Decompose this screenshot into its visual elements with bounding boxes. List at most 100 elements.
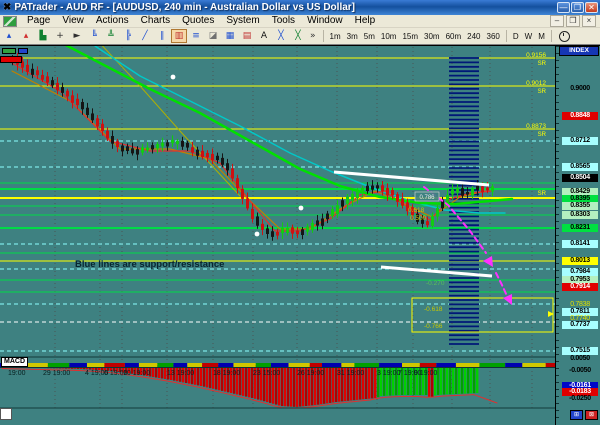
close-pane-icon[interactable]: ⊠ [585,410,598,420]
candle-body [481,186,484,193]
level-chip-blue[interactable] [18,48,28,54]
alert-up-icon[interactable]: ▴ [6,31,12,41]
toolbar-overflow-chevron[interactable]: » [310,31,316,41]
close-button[interactable]: ✕ [585,2,598,13]
bars-icon[interactable]: ≡ [192,31,200,41]
menu-item-system[interactable]: System [226,15,260,26]
timeframe-15m[interactable]: 15m [402,31,419,41]
period-D[interactable]: D [512,31,519,41]
yellow-arrowhead [548,311,554,317]
macd-histogram-bar [353,365,356,401]
page-chart-icon[interactable] [3,15,17,27]
chart-icon[interactable]: ▙ [39,31,47,41]
macd-histogram-bar [455,365,458,394]
maximize-button[interactable]: ❐ [571,2,584,13]
macd-histogram-bar [305,365,308,406]
fib-label: -0.618 [424,306,443,313]
minimize-button[interactable]: — [557,2,570,13]
hline-icon[interactable]: ╩ [108,31,114,41]
vline-icon[interactable]: ╠ [125,31,131,41]
clock-icon[interactable] [558,30,570,42]
period-M[interactable]: M [538,31,545,41]
pointer-icon[interactable]: ► [73,31,81,41]
text-tool-icon[interactable]: A [260,31,268,41]
macd-scale--0.0183: -0.0183 [562,388,598,396]
ray-icon[interactable]: ╱ [142,31,148,41]
menu-item-quotes[interactable]: Quotes [182,15,215,26]
session-color-segment [479,363,506,367]
toolbar-icons: ▴ ▴ ▙ + ► ╚ ╩ ╠ ╱ ∥ ▥ ≡ ◪ ▦ ▤ A ╳ ╳ [0,29,306,43]
menu-item-view[interactable]: View [62,15,84,26]
candle-body [121,145,124,152]
timeframe-1m[interactable]: 1m [329,31,341,41]
child-close-button[interactable]: × [582,15,596,27]
candle-body [81,102,84,110]
session-color-segment [419,363,437,367]
timeframe-5m[interactable]: 5m [363,31,375,41]
candle-body [101,123,104,131]
macd-histogram-bar [317,365,320,405]
title-bar[interactable]: ✖ PATrader - AUD RF - [AUDUSD, 240 min -… [0,0,600,15]
bottom-left-box [0,408,12,420]
candle-body [386,188,389,196]
candle-body [271,231,274,237]
candle-body [46,76,49,83]
forecast-arrowhead2 [503,294,512,305]
level-chip-red[interactable] [0,56,22,63]
timeframe-60m[interactable]: 60m [445,31,462,41]
candle-body [51,80,54,86]
macd-histogram-bar [191,365,194,385]
timeframe-3m[interactable]: 3m [346,31,358,41]
macd-histogram-bar [275,365,278,405]
alert-down-icon[interactable]: ▴ [23,31,29,41]
macd-histogram-bar [416,365,419,395]
grid-toggle-icon[interactable]: ⊞ [570,410,583,420]
menu-item-window[interactable]: Window [307,15,343,26]
channel-icon[interactable]: ∥ [159,31,165,41]
child-minimize-button[interactable]: – [550,15,564,27]
candlestick-icon[interactable]: ▥ [171,29,187,43]
macd-histogram-bar [287,365,290,407]
level-chip-green[interactable] [2,48,16,54]
macd-histogram-bar [152,365,155,377]
candle-body [341,200,344,207]
time-axis-label: 31 19:00 [337,370,364,377]
timeframe-30m[interactable]: 30m [424,31,440,41]
candle-body [201,150,204,157]
menu-item-page[interactable]: Page [27,15,51,26]
fib-retracement-icon[interactable]: ╳ [278,31,284,41]
levels-icon[interactable]: ▤ [242,31,252,41]
macd-histogram-bar [458,365,461,394]
macd-histogram-bar [470,365,473,394]
candle-body [41,74,44,80]
white-dot-marker [254,231,260,237]
macd-histogram-bar [251,365,254,399]
timeframe-360[interactable]: 360 [486,31,500,41]
forecast-arrowhead [483,256,493,267]
macd-histogram-bar [266,365,269,403]
macd-histogram-bar [245,365,248,397]
macd-histogram-bar [407,365,410,395]
volume-icon[interactable]: ▦ [225,31,235,41]
menu-item-tools[interactable]: Tools [271,15,296,26]
pattern-icon[interactable]: ◪ [208,31,218,41]
candle-body [441,199,444,209]
macd-histogram-bar [437,365,440,395]
price-badge-0.7811: 0.7811 [562,308,598,316]
timeframe-10m[interactable]: 10m [380,31,397,41]
trendline-icon[interactable]: ╚ [91,31,97,41]
menu-item-charts[interactable]: Charts [140,15,171,26]
candle-body [456,188,459,193]
menu-item-actions[interactable]: Actions [95,15,129,26]
macd-histogram-bar [272,365,275,404]
fib-extension-icon[interactable]: ╳ [295,31,301,41]
child-restore-button[interactable]: ❐ [566,15,580,27]
menu-item-help[interactable]: Help [354,15,376,26]
timeframe-240[interactable]: 240 [467,31,481,41]
period-W[interactable]: W [524,31,533,41]
crosshair-icon[interactable]: + [56,31,64,41]
toolbar-separator [322,30,324,42]
macd-histogram-bar [200,365,203,386]
time-axis-label: 10 19:00 [123,370,150,377]
